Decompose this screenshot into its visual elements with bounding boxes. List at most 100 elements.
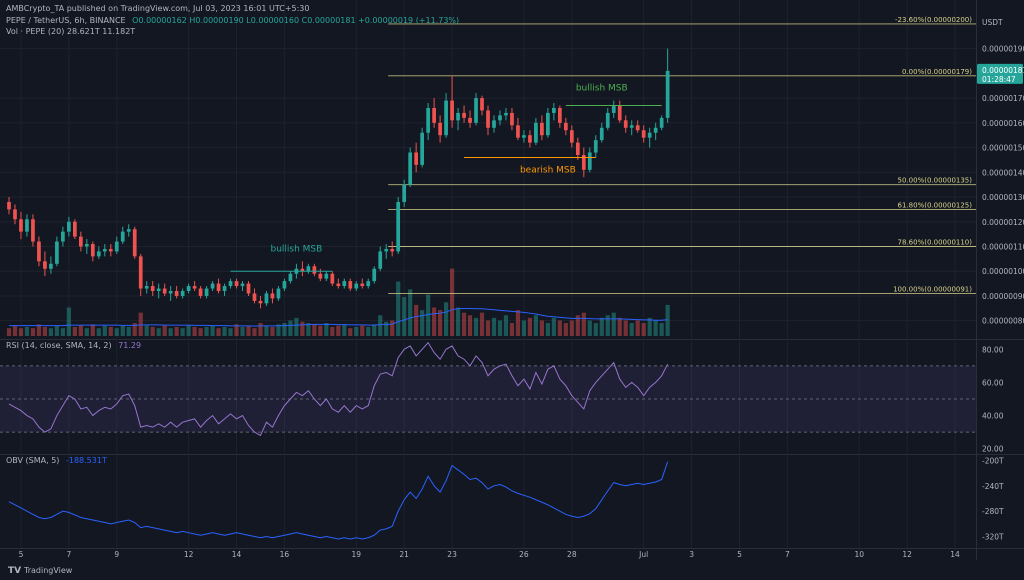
candle-body — [486, 110, 490, 128]
candle-body — [456, 112, 460, 121]
time-tick-label: 28 — [567, 550, 577, 559]
candle-body — [653, 127, 658, 133]
price-tick-label: 0.00000160 — [982, 119, 1024, 128]
fib-level-label: 78.60%(0.00000110) — [898, 238, 973, 246]
price-tick-label: 0.00000090 — [982, 292, 1024, 301]
time-tick-label: 7 — [66, 550, 71, 559]
candle-body — [522, 135, 526, 138]
candle-body — [474, 98, 478, 123]
obv-title: OBV (SMA, 5) — [6, 456, 59, 465]
candle-body — [31, 219, 35, 242]
volume-bar — [629, 323, 634, 336]
volume-bar — [396, 281, 401, 336]
volume-bar — [420, 310, 425, 336]
time-tick-label: 26 — [519, 550, 529, 559]
volume-bar — [372, 324, 377, 336]
candle-body — [102, 248, 107, 252]
rsi-tick-label: 60.00 — [982, 378, 1004, 387]
time-axis[interactable]: 5 7 9 12 14 16 19 21 23 26 28 Jul 3 5 7 10 12 14 — [19, 550, 960, 559]
candle-body — [90, 244, 95, 257]
time-tick-label: 7 — [785, 550, 790, 559]
volume-bar — [306, 323, 311, 336]
symbol-ohlc-line: PEPE / TetherUS, 6h, BINANCE O0.00000162… — [6, 16, 459, 25]
volume-bar — [659, 323, 664, 336]
candle-body — [546, 112, 550, 136]
candle-body — [306, 266, 311, 272]
volume-bar — [378, 315, 383, 336]
candle-body — [665, 70, 670, 118]
volume-bar — [174, 326, 179, 336]
candle-body — [228, 281, 233, 287]
volume-bar — [503, 315, 509, 336]
volume-bar — [210, 325, 215, 336]
candle-body — [264, 293, 269, 304]
volume-bar — [18, 328, 24, 336]
candle-body — [414, 152, 419, 165]
volume-bar — [30, 328, 36, 336]
msb-label: bullish MSB — [270, 244, 322, 254]
candle-body — [647, 132, 652, 138]
volume-bar — [438, 310, 443, 336]
candle-body — [43, 261, 47, 269]
volume-bar — [384, 321, 389, 336]
candle-body — [84, 244, 89, 247]
time-tick-label: 5 — [19, 550, 24, 559]
candle-body — [19, 219, 23, 232]
candle-body — [426, 107, 430, 133]
candle-body — [55, 241, 59, 264]
volume-bar — [162, 325, 167, 336]
obv-tick-label: -280T — [982, 507, 1004, 516]
tradingview-logo[interactable]: TV TradingView — [8, 566, 73, 576]
candle-body — [396, 201, 401, 252]
volume-bar — [228, 328, 233, 336]
candle-body — [240, 283, 245, 287]
volume-bar — [605, 315, 610, 336]
volume-bar — [449, 268, 455, 336]
obv-tick-label: -200T — [982, 456, 1004, 465]
candle-body — [354, 283, 359, 289]
candle-body — [168, 291, 173, 294]
volume-bar — [491, 317, 497, 336]
time-tick-label: 21 — [399, 550, 409, 559]
obv-tick-label: -320T — [982, 532, 1004, 541]
volume-bar — [348, 328, 353, 336]
candle-body — [37, 241, 41, 262]
volume-bar — [6, 328, 12, 336]
volume-legend: Vol · PEPE (20) 28.621T 11.182T — [6, 27, 135, 36]
candle-body — [67, 221, 71, 232]
volume-bar — [515, 310, 521, 336]
current-price-badge — [977, 63, 1023, 84]
candle-body — [342, 281, 347, 287]
candle-body — [498, 115, 502, 121]
price-tick-label: 0.00000190 — [982, 45, 1024, 54]
volume-bar — [300, 321, 305, 336]
candle-body — [198, 288, 203, 296]
volume-bar — [479, 312, 485, 336]
volume-bar — [360, 325, 365, 336]
candle-body — [641, 130, 646, 138]
candle-body — [216, 283, 221, 292]
obv-pane — [8, 461, 669, 540]
volume-bar — [635, 320, 640, 336]
time-tick-label: 14 — [950, 550, 960, 559]
volume-bar — [575, 315, 580, 336]
msb-annotations: bullish MSB bearish MSB bullish MSB — [230, 84, 662, 272]
candle-body — [282, 281, 287, 289]
candle-body — [558, 107, 562, 123]
price-axis[interactable]: USDT 0.00000080 0.00000090 0.00000100 0.0000… — [977, 18, 1024, 541]
candlesticks — [7, 48, 670, 309]
volume-bar — [455, 307, 461, 336]
rsi-line — [8, 341, 669, 437]
volume-bar — [443, 302, 449, 336]
volume-bar — [78, 325, 83, 336]
candle-body — [629, 125, 634, 128]
volume-bar — [168, 328, 173, 336]
candle-body — [635, 125, 640, 131]
volume-bar — [138, 312, 143, 336]
volume-bars — [6, 268, 670, 336]
candle-body — [186, 286, 191, 292]
volume-bar — [72, 326, 77, 336]
publisher-line: AMBCrypto_TA published on TradingView.co… — [6, 4, 310, 13]
volume-bar — [258, 323, 263, 336]
